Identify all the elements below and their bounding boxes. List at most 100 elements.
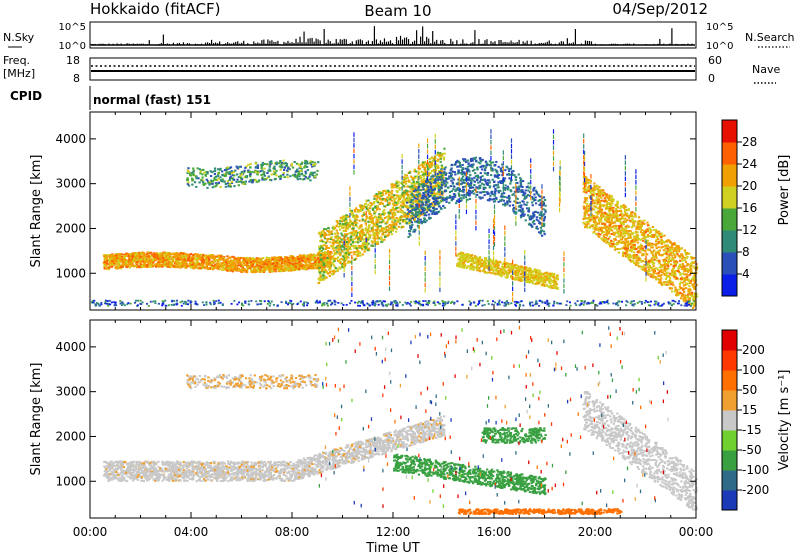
power-pixel bbox=[124, 259, 128, 262]
power-pixel bbox=[389, 230, 392, 233]
power-pixel bbox=[149, 259, 153, 262]
power-pixel bbox=[466, 165, 470, 168]
power-pixel bbox=[268, 262, 271, 265]
power-pixel bbox=[354, 232, 358, 235]
power-pixel bbox=[203, 258, 206, 262]
power-pixel bbox=[428, 207, 431, 210]
power-pixel bbox=[493, 192, 497, 195]
power-pixel bbox=[418, 194, 421, 197]
power-pixel bbox=[483, 262, 487, 265]
power-pixel bbox=[120, 257, 123, 260]
power-pixel bbox=[292, 262, 295, 265]
power-pixel bbox=[258, 259, 261, 262]
power-pixel bbox=[390, 216, 394, 219]
power-pixel bbox=[522, 215, 525, 218]
power-pixel bbox=[479, 176, 482, 179]
power-pixel bbox=[406, 185, 409, 188]
power-pixel bbox=[275, 264, 279, 267]
power-pixel bbox=[278, 259, 282, 262]
power-pixel bbox=[556, 278, 559, 281]
power-pixel bbox=[386, 229, 389, 232]
power-pixel bbox=[295, 268, 299, 271]
power-pixel bbox=[333, 260, 336, 263]
power-pixel bbox=[328, 266, 332, 269]
power-pixel bbox=[376, 194, 379, 197]
power-pixel bbox=[269, 259, 273, 262]
power-pixel bbox=[317, 265, 321, 268]
power-pixel bbox=[179, 266, 182, 269]
power-pixel bbox=[361, 245, 364, 248]
power-pixel bbox=[398, 186, 401, 189]
power-pixel bbox=[125, 252, 128, 255]
power-pixel bbox=[430, 157, 433, 160]
power-pixel bbox=[275, 260, 278, 263]
power-pixel bbox=[459, 257, 462, 260]
power-pixel bbox=[439, 152, 442, 155]
power-pixel bbox=[384, 199, 387, 202]
power-pixel bbox=[414, 190, 417, 193]
power-pixel bbox=[436, 173, 439, 176]
power-pixel bbox=[439, 157, 442, 160]
power-pixel bbox=[413, 218, 416, 222]
power-pixel bbox=[153, 256, 157, 259]
power-pixel bbox=[380, 240, 383, 243]
power-pixel bbox=[365, 242, 369, 245]
power-pixel bbox=[462, 197, 465, 200]
power-pixel bbox=[451, 195, 454, 198]
power-pixel bbox=[422, 180, 426, 183]
nsearch-tick-top: 10^5 bbox=[706, 22, 733, 33]
power-pixel bbox=[491, 167, 494, 170]
power-pixel bbox=[520, 272, 523, 275]
power-pixel bbox=[262, 260, 265, 263]
power-pixel bbox=[199, 253, 203, 256]
power-pixel bbox=[327, 227, 330, 230]
power-pixel bbox=[215, 266, 219, 269]
power-pixel bbox=[305, 263, 309, 266]
power-pixel bbox=[297, 266, 300, 269]
power-pixel bbox=[117, 253, 120, 256]
power-pixel bbox=[345, 253, 348, 256]
power-pixel bbox=[355, 247, 358, 250]
power-pixel bbox=[538, 217, 542, 220]
power-pixel bbox=[381, 227, 384, 230]
power-pixel bbox=[413, 215, 416, 218]
power-pixel bbox=[387, 194, 391, 197]
power-pixel bbox=[211, 268, 215, 271]
power-pixel bbox=[290, 255, 293, 258]
power-pixel bbox=[537, 282, 540, 285]
power-pixel bbox=[111, 253, 114, 256]
nave-label: Nave bbox=[752, 63, 780, 76]
power-pixel bbox=[406, 177, 409, 180]
power-pixel bbox=[331, 257, 334, 260]
power-pixel bbox=[163, 261, 167, 264]
power-pixel bbox=[307, 256, 310, 259]
power-pixel bbox=[205, 262, 208, 265]
power-pixel bbox=[544, 210, 547, 213]
power-pixel bbox=[399, 208, 402, 211]
power-pixel bbox=[346, 261, 350, 264]
power-pixel bbox=[317, 232, 321, 235]
power-pixel bbox=[416, 224, 420, 227]
power-pixel bbox=[553, 286, 556, 289]
power-pixel bbox=[273, 268, 276, 271]
power-pixel bbox=[210, 256, 214, 259]
power-pixel bbox=[327, 268, 331, 271]
power-pixel bbox=[336, 236, 339, 239]
power-pixel bbox=[236, 262, 240, 265]
power-pixel bbox=[139, 261, 143, 264]
power-pixel bbox=[431, 177, 435, 180]
power-pixel bbox=[445, 197, 448, 200]
power-pixel bbox=[200, 256, 203, 259]
power-pixel bbox=[524, 270, 528, 273]
power-pixel bbox=[327, 261, 330, 264]
power-pixel bbox=[157, 257, 160, 260]
power-pixel bbox=[351, 233, 355, 236]
power-pixel bbox=[273, 264, 276, 267]
power-pixel bbox=[422, 192, 425, 195]
power-pixel bbox=[471, 190, 475, 193]
power-pixel bbox=[389, 210, 392, 213]
power-pixel bbox=[320, 239, 323, 242]
power-pixel bbox=[114, 253, 118, 256]
power-pixel bbox=[350, 236, 353, 239]
power-pixel bbox=[521, 208, 524, 211]
